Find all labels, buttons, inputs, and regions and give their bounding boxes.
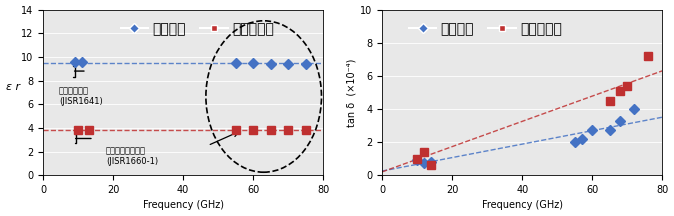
- Text: 遷断円筒導波管法: 遷断円筒導波管法: [106, 147, 146, 156]
- X-axis label: Frequency (GHz): Frequency (GHz): [143, 200, 224, 210]
- Text: 空洞共振器法: 空洞共振器法: [59, 86, 89, 95]
- Legend: アルミナ, 石英ガラス: アルミナ, 石英ガラス: [115, 16, 279, 42]
- X-axis label: Frequency (GHz): Frequency (GHz): [482, 200, 563, 210]
- Text: (JISR1660-1): (JISR1660-1): [106, 157, 158, 166]
- Y-axis label: ε r: ε r: [5, 82, 20, 92]
- Y-axis label: tan δ  (×10⁻⁴): tan δ (×10⁻⁴): [346, 58, 356, 127]
- Legend: アルミナ, 石英ガラス: アルミナ, 石英ガラス: [403, 16, 568, 42]
- Text: (JISR1641): (JISR1641): [59, 97, 102, 106]
